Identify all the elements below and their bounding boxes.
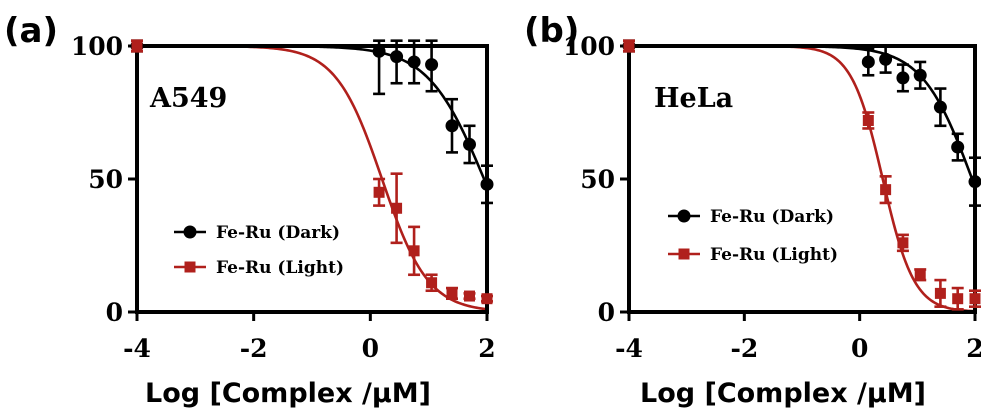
y-tick-label: 0 — [598, 298, 615, 327]
legend-marker-light — [184, 261, 196, 273]
data-point-light — [914, 269, 926, 281]
data-point-light — [897, 237, 909, 249]
x-tick-label: -4 — [123, 334, 151, 363]
data-point-dark — [896, 71, 910, 85]
data-point-light — [880, 184, 892, 196]
data-point-light — [623, 40, 635, 52]
legend-entry-light: Fe-Ru (Light) — [216, 258, 344, 278]
data-point-light — [373, 186, 385, 198]
legend-marker-dark — [677, 209, 691, 223]
data-point-dark — [951, 140, 965, 154]
data-point-light — [862, 114, 874, 126]
data-point-dark — [933, 100, 947, 114]
panel-label: (a) — [4, 11, 58, 51]
data-point-dark — [390, 50, 404, 64]
y-tick-label: 100 — [563, 32, 615, 61]
y-tick-label: 50 — [88, 165, 123, 194]
legend-entry-dark: Fe-Ru (Dark) — [216, 223, 340, 243]
legend-marker-dark — [183, 225, 197, 239]
data-point-light — [934, 287, 946, 299]
x-tick-label: -4 — [615, 334, 643, 363]
data-point-dark — [445, 119, 459, 133]
y-tick-label: 50 — [580, 165, 615, 194]
legend-marker-light — [678, 248, 690, 260]
data-point-light — [426, 277, 438, 289]
panel-a: (a) -4 -2 0 2 0 50 100 A549 Fe-Ru (Dark) Fe-Ru (Li… — [4, 11, 496, 409]
data-point-dark — [407, 55, 421, 69]
x-tick-label: -2 — [730, 334, 758, 363]
data-point-light — [408, 245, 420, 257]
y-tick-label: 100 — [71, 32, 123, 61]
legend-entry-light: Fe-Ru (Light) — [710, 245, 838, 265]
data-point-light — [481, 293, 493, 305]
legend-entry-dark: Fe-Ru (Dark) — [710, 207, 834, 227]
data-point-dark — [879, 52, 893, 66]
data-point-dark — [968, 175, 981, 189]
y-tick-label: 0 — [106, 298, 123, 327]
data-point-dark — [372, 44, 386, 58]
x-axis-title: Log [Complex /µM] — [640, 378, 926, 409]
data-point-light — [131, 40, 143, 52]
data-point-light — [464, 290, 475, 302]
fit-curve-0 — [629, 44, 977, 188]
data-point-dark — [425, 58, 439, 72]
panel-b: (b) -4 -2 0 2 0 50 100 HeLa Fe-Ru (Dark) Fe-Ru (Li… — [524, 11, 981, 409]
data-point-dark — [480, 177, 494, 191]
data-point-light — [969, 293, 981, 305]
data-point-dark — [913, 68, 927, 82]
x-tick-label: 2 — [478, 334, 495, 363]
x-tick-label: -2 — [240, 334, 268, 363]
cell-line-label: HeLa — [654, 83, 733, 114]
data-point-light — [391, 202, 403, 214]
x-tick-label: 0 — [362, 334, 379, 363]
panel-label: (b) — [524, 11, 579, 51]
x-tick-label: 2 — [966, 334, 981, 363]
data-point-light — [446, 287, 458, 299]
data-point-dark — [463, 137, 476, 151]
data-point-light — [952, 293, 964, 305]
x-tick-label: 0 — [851, 334, 868, 363]
data-point-dark — [861, 55, 875, 69]
cell-line-label: A549 — [149, 83, 227, 114]
x-axis-title: Log [Complex /µM] — [145, 378, 431, 409]
